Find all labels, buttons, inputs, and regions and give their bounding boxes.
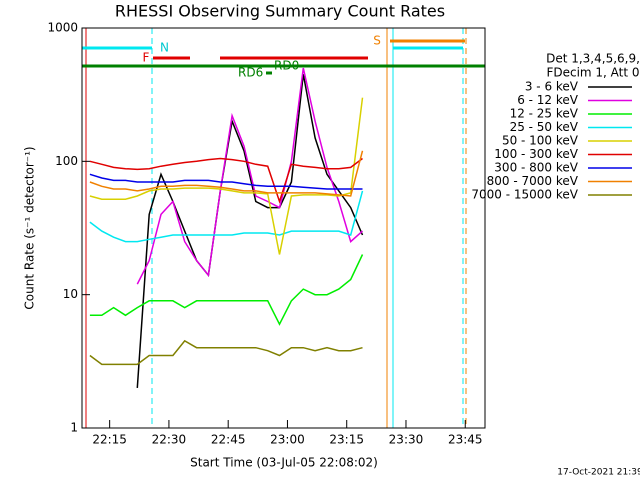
legend-label: 25 - 50 keV: [510, 120, 579, 134]
series-line: [89, 190, 364, 243]
flags: N F S RD0 RD6: [82, 28, 485, 428]
y-axis-label: Count Rate (s⁻¹ detector⁻¹): [23, 146, 37, 309]
series-line: [89, 150, 364, 197]
x-tick-label: 23:30: [389, 433, 424, 447]
legend-label: 800 - 7000 keV: [487, 174, 579, 188]
series-line: [89, 173, 363, 190]
x-tick-label: 23:45: [448, 433, 483, 447]
legend-title: FDecim 1, Att 0: [546, 66, 639, 80]
flag-label: S: [373, 34, 381, 48]
flag-label: N: [160, 41, 169, 55]
legend-label: 12 - 25 keV: [510, 107, 579, 121]
y-tick-label: 100: [55, 154, 78, 168]
x-axis-label: Start Time (03-Jul-05 22:08:02): [190, 456, 378, 470]
x-tick-label: 22:45: [211, 433, 246, 447]
flag-label: RD6: [238, 66, 263, 80]
flag-label: F: [143, 51, 150, 65]
legend-label: 100 - 300 keV: [494, 147, 578, 161]
series-line: [136, 67, 363, 285]
footer: 17-Oct-2021 21:39: [557, 468, 640, 478]
x-tick-label: 22:15: [92, 433, 127, 447]
x-tick-label: 23:15: [329, 433, 364, 447]
series-line: [89, 254, 364, 326]
x-tick-label: 22:30: [152, 433, 187, 447]
legend-label: 50 - 100 keV: [502, 134, 579, 148]
y-tick-label: 10: [63, 287, 78, 301]
y-tick-label: 1000: [47, 21, 78, 35]
legend-title: Det 1,3,4,5,6,9,: [546, 52, 640, 66]
y-tick-label: 1: [70, 421, 78, 435]
legend-label: 300 - 800 keV: [494, 161, 578, 175]
series-line: [89, 157, 363, 204]
flag-label: RD0: [274, 59, 299, 73]
legend-label: 3 - 6 keV: [525, 80, 579, 94]
series-line: [89, 339, 363, 366]
legend-label: 7000 - 15000 keV: [471, 188, 578, 202]
chart-title: RHESSI Observing Summary Count Rates: [115, 2, 445, 21]
x-tick-label: 23:00: [270, 433, 305, 447]
plot-frame: [81, 27, 486, 429]
series-line: [89, 97, 364, 255]
legend-label: 6 - 12 keV: [517, 93, 579, 107]
